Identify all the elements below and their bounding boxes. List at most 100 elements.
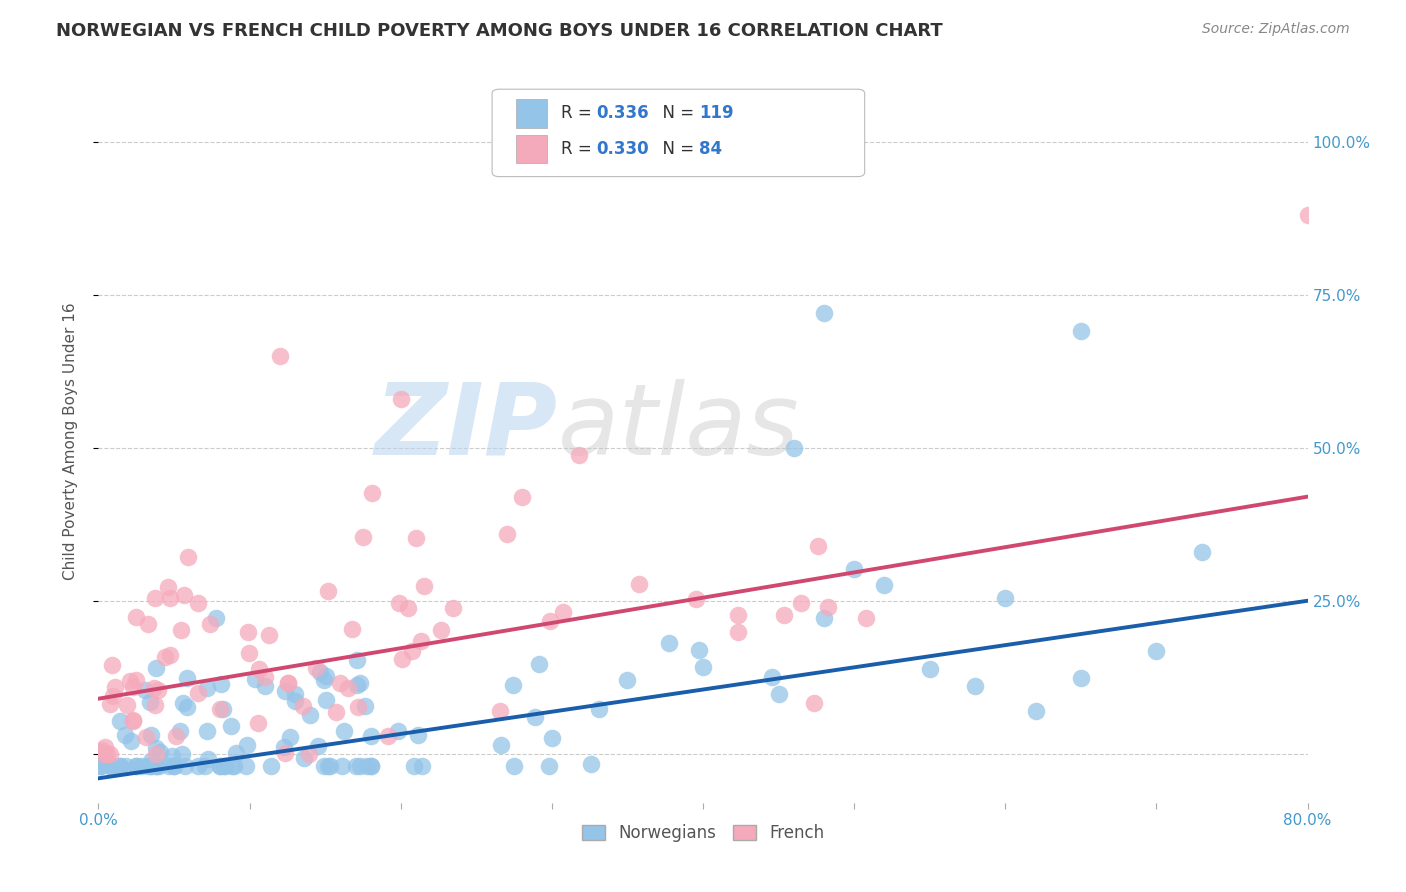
Point	[319, 759, 342, 773]
Point	[98, 697, 121, 711]
Point	[495, 526, 517, 541]
Point	[149, 745, 172, 759]
Point	[225, 746, 247, 760]
Point	[177, 550, 200, 565]
Point	[1070, 671, 1092, 685]
Point	[160, 748, 183, 763]
Point	[148, 759, 170, 773]
Point	[315, 692, 337, 706]
Point	[90, 759, 112, 773]
Point	[1191, 544, 1213, 558]
Point	[118, 674, 141, 689]
Y-axis label: Child Poverty Among Boys Under 16: Child Poverty Among Boys Under 16	[63, 302, 77, 581]
Point	[159, 648, 181, 662]
Point	[145, 740, 167, 755]
Text: atlas: atlas	[558, 378, 800, 475]
Point	[965, 679, 987, 693]
Point	[89, 759, 111, 773]
Point	[208, 759, 231, 773]
Point	[918, 662, 941, 676]
Point	[342, 622, 364, 636]
Point	[141, 759, 163, 773]
Point	[170, 747, 193, 762]
Point	[540, 731, 562, 745]
Point	[346, 677, 368, 691]
Point	[524, 710, 547, 724]
Point	[503, 759, 526, 773]
Point	[773, 607, 796, 622]
Point	[159, 759, 181, 773]
Point	[145, 660, 167, 674]
Point	[356, 759, 378, 773]
Point	[299, 707, 322, 722]
Point	[309, 665, 332, 679]
Point	[103, 690, 125, 704]
Point	[685, 591, 707, 606]
Point	[387, 723, 409, 738]
Point	[502, 678, 524, 692]
Point	[139, 759, 162, 773]
Point	[353, 698, 375, 713]
Point	[135, 730, 157, 744]
Point	[537, 759, 560, 773]
Point	[174, 759, 197, 773]
Point	[238, 646, 260, 660]
Point	[387, 596, 409, 610]
Point	[163, 759, 186, 773]
Point	[277, 676, 299, 690]
Point	[411, 759, 433, 773]
Text: 119: 119	[699, 104, 734, 122]
Point	[141, 754, 163, 768]
Point	[1070, 324, 1092, 338]
Point	[315, 669, 337, 683]
Point	[273, 739, 295, 754]
Point	[89, 759, 111, 773]
Point	[142, 681, 165, 696]
Point	[349, 759, 371, 773]
Point	[145, 747, 167, 761]
Point	[172, 696, 194, 710]
Point	[347, 699, 370, 714]
Text: ZIP: ZIP	[375, 378, 558, 475]
Point	[873, 578, 896, 592]
Point	[235, 759, 257, 773]
Point	[114, 728, 136, 742]
Text: 0.336: 0.336	[596, 104, 648, 122]
Point	[143, 591, 166, 605]
Point	[120, 734, 142, 748]
Point	[269, 349, 291, 363]
Point	[401, 644, 423, 658]
Text: NORWEGIAN VS FRENCH CHILD POVERTY AMONG BOYS UNDER 16 CORRELATION CHART: NORWEGIAN VS FRENCH CHILD POVERTY AMONG …	[56, 22, 943, 40]
Point	[360, 759, 382, 773]
Point	[122, 680, 145, 694]
Point	[588, 702, 610, 716]
Text: R =: R =	[561, 104, 598, 122]
Point	[100, 658, 122, 673]
Point	[316, 759, 339, 773]
Point	[292, 751, 315, 765]
Point	[688, 642, 710, 657]
Point	[170, 623, 193, 637]
Point	[104, 680, 127, 694]
Point	[163, 759, 186, 773]
Point	[568, 448, 591, 462]
Point	[813, 306, 835, 320]
Point	[441, 601, 464, 615]
Point	[136, 616, 159, 631]
Point	[143, 698, 166, 712]
Point	[538, 615, 561, 629]
Point	[727, 624, 749, 639]
Point	[292, 698, 315, 713]
Point	[1144, 644, 1167, 658]
Point	[254, 670, 277, 684]
Text: N =: N =	[652, 104, 700, 122]
Point	[115, 759, 138, 773]
Point	[236, 738, 259, 752]
Point	[148, 683, 170, 698]
Point	[692, 659, 714, 673]
Point	[173, 588, 195, 602]
Point	[125, 759, 148, 773]
Point	[312, 759, 335, 773]
Point	[761, 670, 783, 684]
Point	[209, 676, 232, 690]
